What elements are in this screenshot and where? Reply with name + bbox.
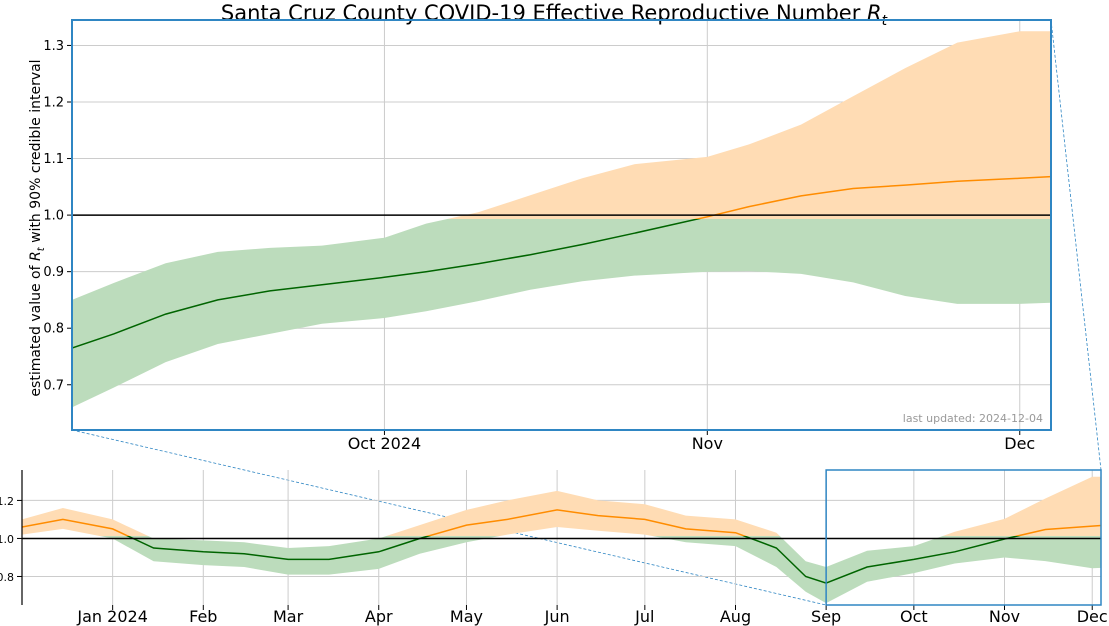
y-tick-label: 1.1: [43, 152, 64, 167]
credible-band-above-one: [447, 31, 1051, 219]
y-axis-label: estimated value of Rt with 90% credible …: [28, 59, 47, 396]
chart-title: Santa Cruz County COVID-19 Effective Rep…: [221, 1, 888, 29]
overview-median-above-one: [22, 509, 1101, 536]
overview-x-ticks: Jan 2024 Feb Mar Apr May Jun Jul Aug Sep Oct Nov De…: [76, 605, 1108, 626]
x-tick-label: Dec: [1004, 434, 1035, 453]
overview-band-above-one: [22, 476, 1101, 536]
main-y-ticks: 0.7 0.8 0.9 1.0 1.1 1.2 1.3: [43, 39, 72, 393]
y-tick-label: 1.2: [43, 96, 64, 111]
x-tick-label: Feb: [189, 607, 217, 626]
x-tick-label: May: [450, 607, 483, 626]
y-tick-label: 0.7: [43, 378, 64, 393]
zoom-connector-right: [1050, 19, 1102, 471]
median-line-above-one: [694, 175, 1051, 219]
x-tick-label: Jul: [634, 607, 654, 626]
y-tick-label: 0.8: [43, 322, 64, 337]
main-frame: [71, 19, 1052, 431]
x-tick-label: Oct 2024: [348, 434, 421, 453]
x-tick-label: Apr: [365, 607, 393, 626]
y-tick-label: 0.9: [43, 265, 64, 280]
y-tick-label: 1.0: [0, 533, 14, 546]
x-tick-label: Nov: [989, 607, 1020, 626]
y-tick-label: 1.2: [0, 495, 14, 508]
x-tick-label: Mar: [273, 607, 304, 626]
zoom-window[interactable]: [825, 469, 1102, 606]
main-x-ticks: Oct 2024 Nov Dec: [348, 430, 1035, 453]
overview-band-below-one: [99, 536, 1101, 604]
x-tick-label: Sep: [811, 607, 841, 626]
x-tick-label: Jan 2024: [76, 607, 147, 626]
x-tick-label: Nov: [692, 434, 723, 453]
x-tick-label: Dec: [1077, 607, 1108, 626]
y-tick-label: 1.3: [43, 39, 64, 54]
x-tick-label: Oct: [900, 607, 928, 626]
median-line-below-one: [72, 219, 701, 349]
last-updated-label: last updated: 2024-12-04: [903, 412, 1043, 425]
y-tick-label: 0.8: [0, 571, 14, 584]
x-tick-label: Aug: [720, 607, 751, 626]
y-tick-label: 1.0: [43, 209, 64, 224]
x-tick-label: Jun: [544, 607, 570, 626]
overview-plot: 0.8 1.0 1.2 Jan 2024 Feb Mar Apr May Jun Jul Aug S…: [0, 469, 1108, 626]
credible-band-below-one: [72, 219, 1051, 408]
overview-y-ticks: 0.8 1.0 1.2: [0, 495, 22, 584]
main-plot: 0.7 0.8 0.9 1.0 1.1 1.2 1.3 Oct 2024 Nov Dec las…: [43, 19, 1052, 453]
overview-median-below-one: [126, 536, 1021, 584]
